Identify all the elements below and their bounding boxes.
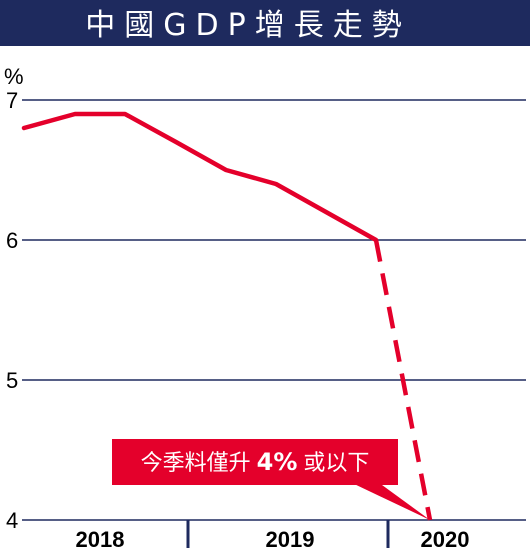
x-tick-label-2018: 2018 — [76, 527, 125, 552]
y-unit-label: % — [4, 64, 24, 89]
y-tick-label-4: 4 — [6, 508, 18, 533]
x-tick-label-2020: 2020 — [421, 527, 470, 552]
x-axis: 2018 2019 2020 — [76, 520, 470, 552]
annotation-pointer — [350, 482, 430, 520]
x-tick-label-2019: 2019 — [266, 527, 315, 552]
title-bar — [0, 0, 530, 46]
y-tick-label-7: 7 — [6, 88, 18, 113]
annotation-prefix: 今季料僅升 — [141, 451, 251, 476]
grid-lines — [22, 99, 526, 521]
chart-title: 中國GDP增長走勢 — [85, 8, 410, 43]
annotation: 今季料僅升 4% 或以下 — [112, 439, 430, 520]
series-group — [21, 111, 433, 521]
annotation-box — [112, 439, 398, 485]
y-tick-label-5: 5 — [6, 368, 18, 393]
y-tick-label-6: 6 — [6, 228, 18, 253]
y-tick-labels: 7 6 5 4 — [6, 88, 18, 533]
annotation-suffix: 或以下 — [303, 451, 369, 476]
gdp-growth-line — [21, 111, 379, 243]
annotation-value: 4% — [257, 448, 298, 476]
annotation-text: 今季料僅升 4% 或以下 — [141, 448, 370, 476]
gdp-forecast-line — [373, 239, 433, 521]
